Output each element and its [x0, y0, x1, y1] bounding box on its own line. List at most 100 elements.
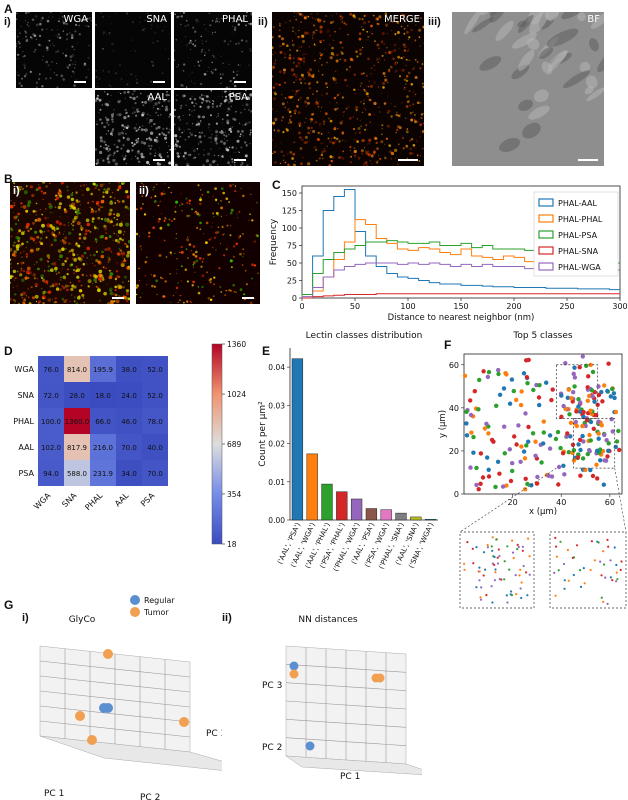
signal-speck: [114, 285, 117, 289]
signal-speck: [413, 66, 415, 68]
signal-speck: [87, 69, 89, 70]
signal-speck: [17, 262, 19, 265]
signal-speck: [58, 188, 60, 191]
signal-speck: [129, 214, 130, 216]
signal-speck: [373, 149, 376, 152]
signal-speck: [314, 43, 315, 45]
signal-speck: [319, 101, 321, 103]
cell-point: [496, 371, 501, 377]
signal-speck: [175, 99, 178, 102]
signal-speck: [150, 196, 153, 199]
cell-point: [602, 383, 607, 388]
signal-speck: [230, 32, 232, 33]
signal-speck: [149, 131, 154, 135]
cell-point: [524, 375, 530, 380]
signal-speck: [125, 111, 128, 114]
signal-speck: [188, 199, 191, 202]
signal-speck: [165, 93, 169, 97]
signal-speck: [247, 23, 250, 25]
signal-speck: [240, 163, 243, 166]
signal-speck: [20, 271, 22, 273]
signal-speck: [118, 186, 122, 190]
signal-speck: [161, 132, 164, 135]
signal-speck: [220, 206, 223, 210]
signal-speck: [114, 217, 116, 219]
signal-speck: [44, 211, 46, 212]
signal-speck: [316, 81, 319, 84]
signal-speck: [62, 22, 64, 24]
signal-speck: [211, 61, 214, 64]
signal-speck: [394, 62, 397, 64]
signal-speck: [87, 279, 92, 284]
signal-speck: [45, 50, 48, 52]
inset-point: [555, 555, 558, 558]
signal-speck: [16, 13, 18, 15]
signal-speck: [349, 70, 351, 72]
signal-speck: [54, 206, 57, 208]
signal-speck: [21, 187, 25, 191]
signal-speck: [225, 135, 228, 138]
signal-speck: [249, 301, 253, 304]
signal-speck: [116, 199, 119, 202]
micrograph-b-ii: ii): [136, 182, 260, 304]
signal-speck: [164, 183, 166, 185]
signal-speck: [254, 297, 256, 299]
signal-speck: [201, 98, 203, 100]
cell-point: [476, 407, 481, 412]
bar: [410, 516, 422, 521]
signal-speck: [58, 283, 61, 285]
signal-speck: [175, 200, 179, 204]
inset-point: [567, 579, 570, 582]
signal-speck: [196, 226, 199, 229]
signal-speck: [85, 229, 88, 233]
signal-speck: [397, 55, 400, 59]
signal-speck: [316, 138, 320, 141]
inset-point: [482, 574, 485, 577]
signal-speck: [397, 114, 400, 117]
signal-speck: [379, 157, 382, 160]
signal-speck: [217, 115, 219, 117]
signal-speck: [228, 201, 230, 203]
signal-speck: [21, 256, 23, 258]
signal-speck: [107, 247, 111, 251]
signal-speck: [249, 131, 252, 134]
signal-speck: [161, 132, 163, 134]
heatmap-cell: [38, 356, 64, 382]
signal-speck: [305, 15, 308, 18]
signal-speck: [186, 280, 189, 283]
signal-speck: [109, 272, 114, 276]
signal-speck: [288, 95, 291, 99]
signal-speck: [399, 138, 401, 140]
signal-speck: [111, 118, 114, 121]
inset-point: [490, 545, 493, 548]
signal-speck: [94, 274, 98, 279]
signal-speck: [186, 164, 189, 166]
signal-speck: [403, 78, 407, 81]
signal-speck: [180, 104, 183, 107]
signal-speck: [22, 38, 24, 40]
signal-speck: [122, 126, 124, 127]
signal-speck: [81, 273, 84, 277]
signal-speck: [273, 91, 276, 94]
signal-speck: [212, 55, 215, 58]
cell-point: [590, 394, 595, 399]
signal-speck: [127, 280, 130, 282]
signal-speck: [188, 214, 191, 217]
signal-speck: [48, 39, 51, 42]
cell-point: [510, 468, 515, 474]
signal-speck: [108, 32, 111, 35]
signal-speck: [308, 45, 311, 48]
signal-speck: [351, 151, 354, 155]
signal-speck: [18, 229, 22, 233]
signal-speck: [136, 140, 139, 143]
signal-speck: [272, 121, 276, 125]
signal-speck: [13, 241, 16, 244]
signal-speck: [179, 251, 181, 254]
signal-speck: [404, 87, 406, 89]
signal-speck: [403, 44, 407, 49]
signal-speck: [337, 127, 339, 130]
inset-point: [520, 581, 523, 584]
signal-speck: [53, 238, 57, 242]
signal-speck: [96, 161, 100, 165]
bar: [365, 508, 378, 521]
